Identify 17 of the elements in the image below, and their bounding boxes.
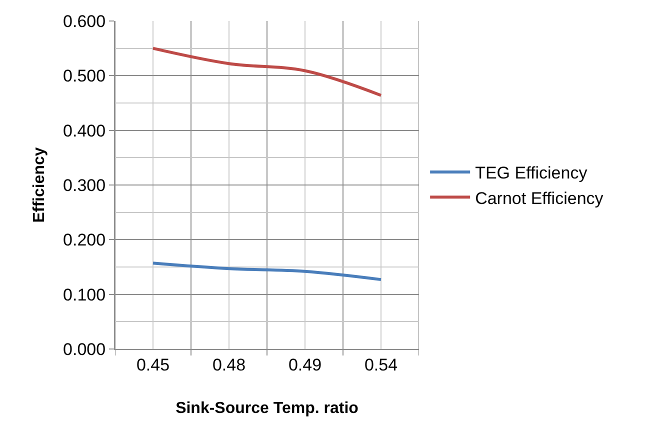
x-tick-label: 0.48 [212,355,246,374]
y-tick-label: 0.300 [63,176,106,195]
y-tick-label: 0.400 [63,121,106,140]
x-tick-label: 0.49 [288,355,322,374]
x-tick-label: 0.54 [364,355,398,374]
y-tick-label: 0.000 [63,340,106,359]
line-series [152,46,382,97]
y-tick-label: 0.600 [63,12,106,31]
x-axis-title: Sink-Source Temp. ratio [176,400,359,418]
y-axis-title: Efficiency [30,147,48,223]
y-tick-label: 0.200 [63,230,106,250]
legend-label: TEG Efficiency [475,164,588,183]
legend-label: Carnot Efficiency [475,188,604,208]
x-tick-label: 0.45 [136,355,170,374]
line-series [152,262,382,282]
y-tick-label: 0.100 [63,285,106,304]
y-tick-label: 0.500 [63,66,106,86]
